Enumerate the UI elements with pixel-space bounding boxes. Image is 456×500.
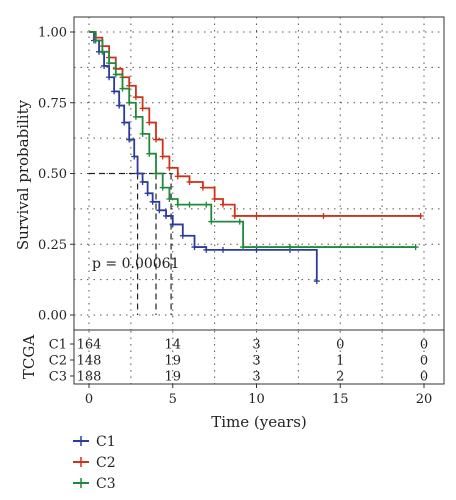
risk-count: 2 bbox=[336, 370, 344, 385]
censor-mark bbox=[139, 178, 146, 185]
censor-mark bbox=[134, 170, 141, 177]
censor-mark bbox=[417, 212, 424, 219]
censor-mark bbox=[144, 190, 151, 197]
y-tick-label: 1.00 bbox=[38, 26, 67, 41]
censor-mark bbox=[203, 246, 210, 253]
risk-count: 0 bbox=[420, 338, 428, 353]
censor-mark bbox=[199, 184, 206, 191]
censor-mark bbox=[99, 48, 106, 55]
x-tick-label: 0 bbox=[85, 392, 93, 407]
censor-mark bbox=[119, 85, 126, 92]
risk-count: 14 bbox=[164, 338, 181, 353]
censor-mark bbox=[253, 212, 260, 219]
legend: C1 C2 C3 bbox=[73, 434, 116, 492]
risk-count: 164 bbox=[77, 338, 102, 353]
censor-mark bbox=[116, 102, 123, 109]
censor-mark bbox=[121, 119, 128, 126]
survival-curves bbox=[89, 31, 424, 285]
y-axis-ticks: 0.00 0.25 0.50 0.75 1.00 bbox=[38, 26, 74, 324]
censor-mark bbox=[106, 60, 113, 67]
censor-mark bbox=[220, 246, 226, 253]
risk-count: 188 bbox=[77, 370, 102, 385]
risk-table-label: TCGA bbox=[20, 335, 38, 379]
risk-table: C1 164 14 3 0 0C2 148 19 3 1 0C3 188 19 3 2 0 bbox=[49, 338, 428, 385]
x-axis-ticks: 0 5 10 15 20 bbox=[85, 384, 432, 407]
censor-mark bbox=[191, 244, 198, 251]
risk-count: 3 bbox=[252, 338, 260, 353]
censor-mark bbox=[208, 218, 215, 225]
censor-mark bbox=[159, 153, 166, 160]
risk-count: 0 bbox=[420, 370, 428, 385]
censor-mark bbox=[139, 130, 146, 137]
median-guides bbox=[89, 172, 172, 315]
legend-label: C3 bbox=[96, 476, 116, 492]
censor-mark bbox=[149, 198, 156, 205]
x-axis-label: Time (years) bbox=[211, 413, 307, 431]
censor-mark bbox=[153, 170, 159, 177]
censor-mark bbox=[179, 232, 186, 239]
risk-row-label: C1 bbox=[49, 338, 67, 353]
risk-count: 3 bbox=[252, 354, 260, 369]
censor-mark bbox=[174, 173, 181, 180]
y-tick-label: 0.50 bbox=[38, 167, 67, 182]
censor-mark bbox=[101, 62, 108, 69]
y-tick-label: 0.25 bbox=[38, 238, 67, 253]
censor-mark bbox=[169, 221, 176, 228]
censor-mark bbox=[146, 119, 153, 126]
x-tick-label: 5 bbox=[169, 392, 177, 407]
y-tick-label: 0.75 bbox=[38, 96, 67, 111]
censor-mark bbox=[203, 201, 210, 208]
risk-row-label: C2 bbox=[49, 354, 67, 369]
censor-mark bbox=[211, 195, 218, 202]
censor-mark bbox=[156, 207, 163, 214]
y-tick-label: 0.00 bbox=[38, 309, 67, 324]
censor-mark bbox=[186, 201, 193, 208]
censor-mark bbox=[166, 164, 173, 171]
censor-mark bbox=[159, 184, 166, 191]
censor-mark bbox=[112, 71, 119, 78]
censor-mark bbox=[412, 244, 419, 251]
series-line-c2 bbox=[89, 31, 421, 217]
x-tick-label: 15 bbox=[332, 392, 349, 407]
censor-mark bbox=[132, 113, 139, 120]
censor-mark bbox=[166, 195, 173, 202]
censor-mark bbox=[236, 218, 243, 225]
censor-mark bbox=[146, 150, 153, 157]
censor-mark bbox=[126, 99, 133, 106]
censor-mark bbox=[220, 201, 226, 208]
y-axis-label: Survival probability bbox=[14, 99, 32, 250]
risk-count: 19 bbox=[164, 370, 181, 385]
censor-mark bbox=[240, 244, 247, 251]
censor-mark bbox=[139, 105, 146, 112]
censor-mark bbox=[231, 212, 238, 219]
censor-mark bbox=[92, 37, 99, 44]
censor-mark bbox=[186, 178, 193, 185]
censor-mark bbox=[153, 136, 159, 143]
censor-mark bbox=[320, 212, 327, 219]
censor-mark bbox=[132, 94, 139, 101]
legend-label: C2 bbox=[96, 455, 116, 471]
censor-mark bbox=[163, 212, 170, 219]
censor-mark bbox=[287, 244, 293, 251]
risk-count: 19 bbox=[164, 354, 181, 369]
risk-row-label: C3 bbox=[49, 370, 67, 385]
censor-mark bbox=[106, 74, 113, 81]
censor-mark bbox=[131, 153, 138, 160]
censor-mark bbox=[111, 88, 118, 95]
risk-count: 1 bbox=[336, 354, 344, 369]
censor-mark bbox=[313, 278, 320, 285]
p-value-annotation: p = 0.00061 bbox=[92, 256, 180, 272]
x-tick-label: 10 bbox=[248, 392, 265, 407]
x-tick-label: 20 bbox=[416, 392, 433, 407]
legend-label: C1 bbox=[96, 434, 116, 450]
risk-count: 148 bbox=[77, 354, 102, 369]
censor-mark bbox=[126, 136, 133, 143]
risk-count: 3 bbox=[252, 370, 260, 385]
censor-mark bbox=[174, 201, 181, 208]
risk-count: 0 bbox=[336, 338, 344, 353]
risk-count: 0 bbox=[420, 354, 428, 369]
